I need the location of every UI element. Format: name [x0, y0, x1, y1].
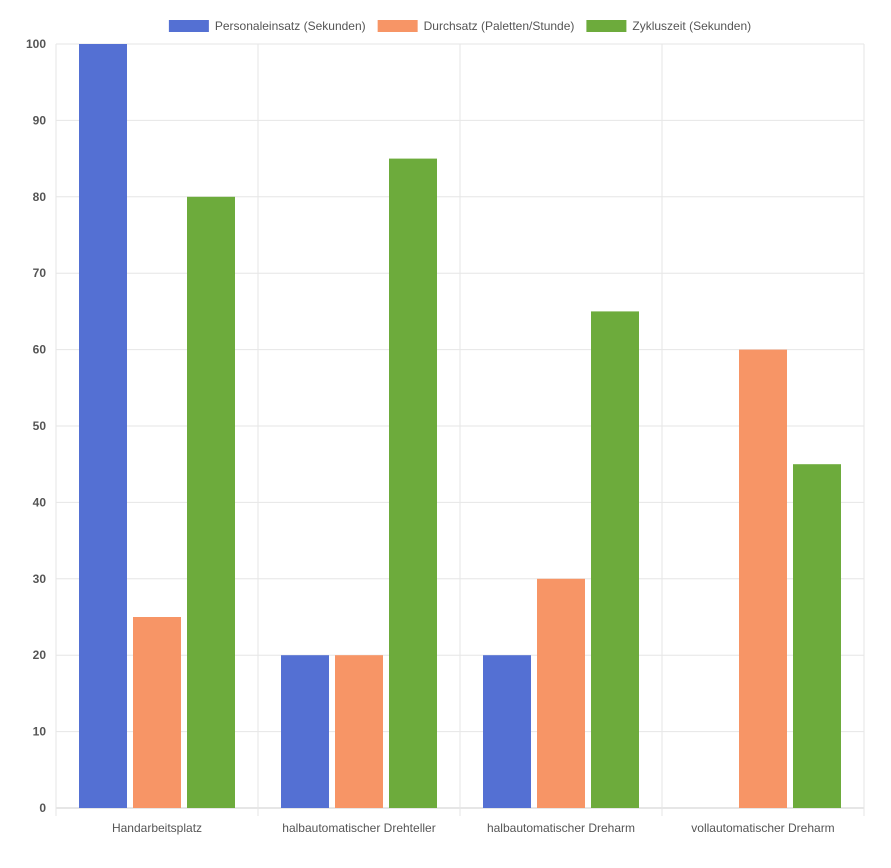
x-tick-label: vollautomatischer Dreharm — [691, 821, 834, 835]
bar[interactable] — [335, 655, 383, 808]
x-tick-label: halbautomatischer Drehteller — [282, 821, 435, 835]
legend-label: Personaleinsatz (Sekunden) — [215, 19, 366, 33]
bar[interactable] — [591, 311, 639, 808]
y-tick-label: 0 — [39, 801, 46, 815]
legend: Personaleinsatz (Sekunden) Durchsatz (Pal… — [168, 19, 751, 33]
bar[interactable] — [389, 158, 437, 809]
bar[interactable] — [793, 464, 841, 808]
bar[interactable] — [133, 617, 181, 808]
x-tick-label: halbautomatischer Dreharm — [487, 821, 635, 835]
bars — [79, 44, 841, 809]
legend-swatch[interactable] — [377, 20, 418, 32]
y-tick-label: 80 — [33, 190, 47, 204]
y-tick-label: 30 — [33, 572, 47, 586]
bar[interactable] — [281, 655, 329, 808]
bar[interactable] — [739, 349, 787, 808]
y-tick-label: 90 — [33, 113, 47, 127]
legend-label: Zykluszeit (Sekunden) — [632, 19, 751, 33]
bar[interactable] — [483, 655, 531, 808]
y-tick-label: 60 — [33, 343, 47, 357]
y-tick-label: 10 — [33, 725, 47, 739]
legend-label: Durchsatz (Paletten/Stunde) — [424, 19, 575, 33]
axes: 0 10 20 30 40 50 60 70 80 90 100 Handarbeitsplatz ha… — [26, 37, 835, 835]
y-tick-label: 100 — [26, 37, 46, 51]
bar[interactable] — [537, 578, 585, 808]
y-tick-label: 70 — [33, 266, 47, 280]
bar[interactable] — [187, 196, 235, 809]
y-tick-label: 40 — [33, 495, 47, 509]
legend-swatch[interactable] — [586, 20, 627, 32]
x-tick-label: Handarbeitsplatz — [112, 821, 202, 835]
legend-swatch[interactable] — [168, 20, 209, 32]
y-tick-label: 50 — [33, 419, 47, 433]
bar[interactable] — [79, 44, 127, 808]
y-tick-label: 20 — [33, 648, 47, 662]
